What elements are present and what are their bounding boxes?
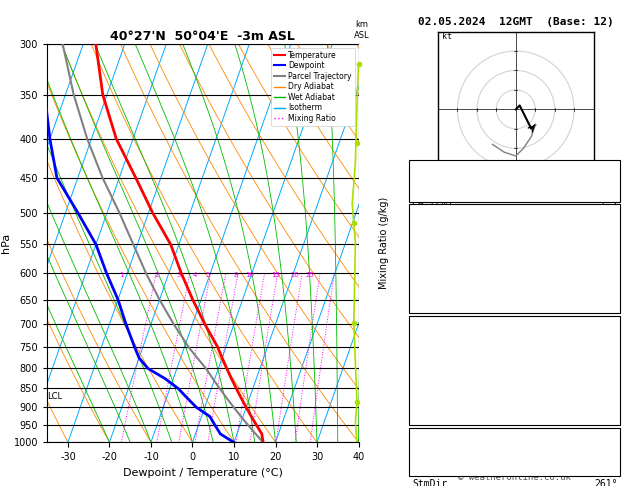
Text: Hodograph: Hodograph xyxy=(487,434,541,444)
Text: Most Unstable: Most Unstable xyxy=(476,322,552,332)
Text: 0: 0 xyxy=(612,382,618,393)
Text: 15: 15 xyxy=(272,272,281,278)
Text: LCL: LCL xyxy=(47,392,62,400)
Text: CIN (J): CIN (J) xyxy=(412,301,453,311)
Text: 10: 10 xyxy=(606,271,618,281)
Text: Lifted Index: Lifted Index xyxy=(412,367,482,378)
Text: 20: 20 xyxy=(291,272,299,278)
Text: EH: EH xyxy=(412,449,424,459)
Text: Surface: Surface xyxy=(494,210,535,221)
Text: CIN (J): CIN (J) xyxy=(412,398,453,408)
Text: kt: kt xyxy=(442,33,452,41)
Text: θₑ (K): θₑ (K) xyxy=(412,352,447,363)
Text: 1.3: 1.3 xyxy=(600,198,618,208)
Text: 750: 750 xyxy=(600,337,618,347)
Text: CAPE (J): CAPE (J) xyxy=(412,382,459,393)
Text: K: K xyxy=(412,168,418,178)
Text: 3: 3 xyxy=(177,272,181,278)
Text: 54: 54 xyxy=(606,464,618,474)
Text: 4: 4 xyxy=(193,272,198,278)
Text: 0: 0 xyxy=(612,398,618,408)
Text: 8: 8 xyxy=(234,272,238,278)
Y-axis label: hPa: hPa xyxy=(1,233,11,253)
Text: CAPE (J): CAPE (J) xyxy=(412,286,459,296)
Text: 317: 317 xyxy=(600,352,618,363)
Text: © weatheronline.co.uk: © weatheronline.co.uk xyxy=(458,473,571,482)
Text: km
ASL: km ASL xyxy=(354,20,369,40)
Text: Totals Totals: Totals Totals xyxy=(412,183,488,193)
Text: Dewp (°C): Dewp (°C) xyxy=(412,241,465,251)
Text: Pressure (mb): Pressure (mb) xyxy=(412,337,488,347)
Text: 25: 25 xyxy=(306,272,314,278)
Text: 1: 1 xyxy=(119,272,124,278)
Text: 0: 0 xyxy=(612,301,618,311)
Text: 2: 2 xyxy=(155,272,159,278)
Text: 17: 17 xyxy=(606,226,618,236)
Text: 7: 7 xyxy=(612,367,618,378)
Text: StmDir: StmDir xyxy=(412,479,447,486)
Text: 5: 5 xyxy=(206,272,210,278)
Title: 40°27'N  50°04'E  -3m ASL: 40°27'N 50°04'E -3m ASL xyxy=(111,30,295,43)
Text: 22: 22 xyxy=(606,449,618,459)
Text: 311: 311 xyxy=(600,256,618,266)
Text: SREH: SREH xyxy=(412,464,435,474)
Text: 0: 0 xyxy=(612,286,618,296)
Text: 10: 10 xyxy=(245,272,255,278)
Text: Temp (°C): Temp (°C) xyxy=(412,226,465,236)
Text: -0: -0 xyxy=(606,168,618,178)
Legend: Temperature, Dewpoint, Parcel Trajectory, Dry Adiabat, Wet Adiabat, Isotherm, Mi: Temperature, Dewpoint, Parcel Trajectory… xyxy=(270,48,355,126)
Text: 23: 23 xyxy=(606,183,618,193)
Text: 9.9: 9.9 xyxy=(600,241,618,251)
Text: θₑ(K): θₑ(K) xyxy=(412,256,442,266)
X-axis label: Dewpoint / Temperature (°C): Dewpoint / Temperature (°C) xyxy=(123,468,283,478)
Text: Lifted Index: Lifted Index xyxy=(412,271,482,281)
Text: 02.05.2024  12GMT  (Base: 12): 02.05.2024 12GMT (Base: 12) xyxy=(418,17,614,27)
Text: PW (cm): PW (cm) xyxy=(412,198,453,208)
Text: Mixing Ratio (g/kg): Mixing Ratio (g/kg) xyxy=(379,197,389,289)
Text: 261°: 261° xyxy=(594,479,618,486)
